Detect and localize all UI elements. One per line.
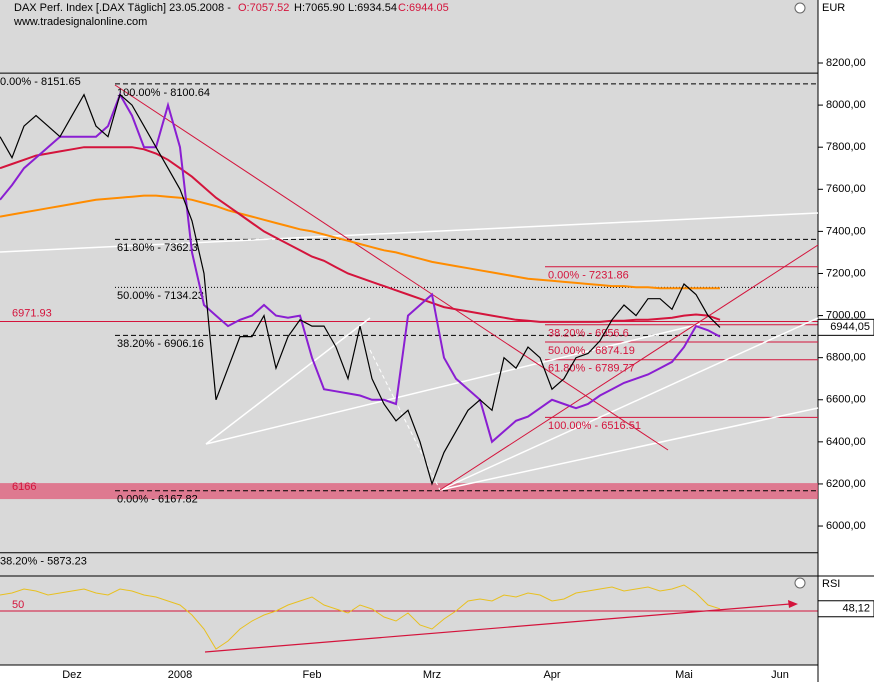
y-tick-label: 7000,00 xyxy=(826,309,866,321)
support-band xyxy=(0,483,818,500)
source: www.tradesignalonline.com xyxy=(13,16,147,28)
x-axis-background xyxy=(0,665,818,682)
trend-line xyxy=(369,349,441,491)
trend-line xyxy=(205,323,701,445)
y-tick-label: 7800,00 xyxy=(826,141,866,153)
level-label: 38.20% - 6956.6 xyxy=(548,328,629,340)
series-line xyxy=(0,584,721,650)
y-tick-label: 7200,00 xyxy=(826,267,866,279)
level-label: 50.00% - 7134.23 xyxy=(117,290,204,302)
series-line xyxy=(0,93,721,486)
chart-title: DAX Perf. Index [.DAX Täglich] 23.05.200… xyxy=(14,2,231,14)
series-line xyxy=(0,146,721,323)
y-tick-label: 6600,00 xyxy=(826,394,866,406)
level-label: 100.00% - 8100.64 xyxy=(117,87,210,99)
last-value-box xyxy=(817,600,874,618)
trend-line xyxy=(205,317,371,445)
x-tick-label: Dez xyxy=(62,669,82,681)
trend-line xyxy=(114,84,669,451)
x-tick-label: 2008 xyxy=(168,669,192,681)
level-label: 0.00% - 7231.86 xyxy=(548,270,629,282)
high-value: H:7065.90 xyxy=(294,2,345,14)
x-tick-label: Mrz xyxy=(423,669,441,681)
level-label: 50.00% - 6874.19 xyxy=(548,345,635,357)
level-label: 38.20% - 6906.16 xyxy=(117,338,204,350)
trend-line xyxy=(439,407,819,491)
x-tick-label: Jun xyxy=(771,669,789,681)
open-value: O:7057.52 xyxy=(238,2,289,14)
level-label: 100.00% - 6516.51 xyxy=(548,420,641,432)
x-tick-label: Mai xyxy=(675,669,693,681)
y-tick-label: 6800,00 xyxy=(826,352,866,364)
panel-icon[interactable] xyxy=(794,577,806,589)
level-label: 61.80% - 6789.77 xyxy=(548,363,635,375)
y-tick-label: 6000,00 xyxy=(826,520,866,532)
low-value: L:6934.54 xyxy=(348,2,397,14)
y-tick-label: 6400,00 xyxy=(826,436,866,448)
trend-lines xyxy=(0,84,819,653)
y-tick-label: 8200,00 xyxy=(826,57,866,69)
trend-line xyxy=(0,212,819,253)
last-value-box xyxy=(817,318,874,336)
level-label: 6971.93 xyxy=(12,307,52,319)
level-label: 61.80% - 7362.3 xyxy=(117,242,198,254)
plot-background xyxy=(0,0,818,665)
last-value-label: 48,12 xyxy=(842,603,870,615)
last-value-label: 6944,05 xyxy=(830,321,870,333)
axis-background xyxy=(818,0,874,682)
series-line xyxy=(0,194,720,290)
level-label: 0.00% - 6167.82 xyxy=(117,494,198,506)
rsi-trend-line xyxy=(204,603,791,653)
close-value: C:6944.05 xyxy=(398,2,449,14)
arrow-head xyxy=(788,600,798,608)
y-tick-label: 7400,00 xyxy=(826,225,866,237)
panel-icon[interactable] xyxy=(794,2,806,14)
panel-title: RSI xyxy=(822,578,840,590)
unit-label: EUR xyxy=(822,2,845,14)
x-tick-label: Apr xyxy=(543,669,560,681)
trend-line xyxy=(439,317,819,491)
level-label: 38.20% - 5873.23 xyxy=(0,556,87,568)
trend-line xyxy=(439,244,819,491)
y-tick-label: 6200,00 xyxy=(826,478,866,490)
y-tick-label: 7600,00 xyxy=(826,183,866,195)
x-tick-label: Feb xyxy=(303,669,322,681)
level-label: 0.00% - 8151.65 xyxy=(0,76,81,88)
band-label: 6166 xyxy=(12,481,36,493)
y-tick-label: 8000,00 xyxy=(826,99,866,111)
y-tick-label: 50 xyxy=(12,599,24,611)
